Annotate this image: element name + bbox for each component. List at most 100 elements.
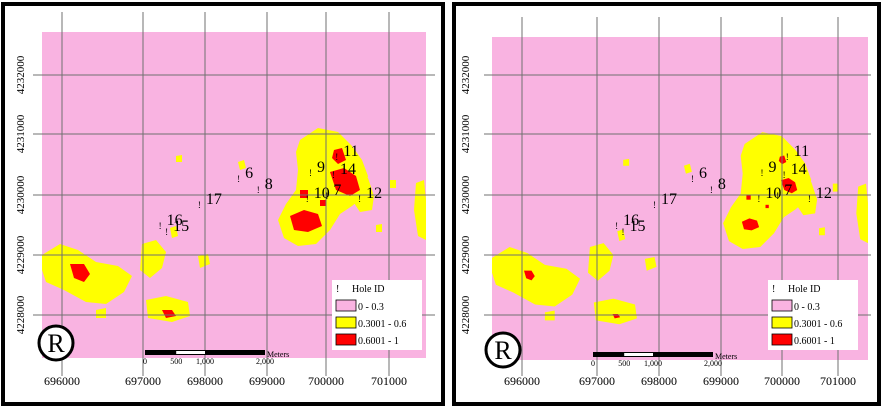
hole-label: 6 <box>699 165 707 182</box>
hole-label: 14 <box>340 161 356 178</box>
registered-symbol <box>484 331 522 369</box>
scale-bar-label: 0 <box>591 359 595 368</box>
hole-marker: ! <box>332 170 335 180</box>
registered-symbol-letter: R <box>47 329 65 358</box>
raster-zone-mid <box>723 132 812 249</box>
hole-label: 11 <box>794 143 809 160</box>
hole-label: 7 <box>333 182 341 199</box>
legend-class-label: 0.3001 - 0.6 <box>358 319 406 330</box>
x-tick-label: 699000 <box>703 374 739 388</box>
y-tick-label: 4230000 <box>460 175 472 214</box>
y-tick-label: 4229000 <box>15 235 27 274</box>
raster-zone-high <box>524 270 535 281</box>
y-tick-label: 4232000 <box>15 55 27 94</box>
hole-label: 14 <box>791 161 807 178</box>
scale-bar-segment <box>624 353 653 356</box>
hole-marker: ! <box>358 194 361 204</box>
raster-zone-high <box>765 204 769 209</box>
x-tick-label: 699000 <box>249 374 285 388</box>
y-tick-label: 4230000 <box>15 175 27 214</box>
hole-label: 7 <box>784 182 792 199</box>
legend-class-label: 0 - 0.3 <box>794 302 820 313</box>
raster-zone-mid <box>390 180 396 188</box>
x-tick-label: 696000 <box>44 374 80 388</box>
raster-zone-high <box>300 190 308 198</box>
hole-label: 15 <box>629 218 645 235</box>
x-tick-label: 698000 <box>641 374 677 388</box>
raster-zone-mid <box>170 226 178 238</box>
hole-label: 16 <box>623 212 639 229</box>
raster-zone-mid <box>593 298 637 325</box>
hole-marker: ! <box>325 191 328 201</box>
raster-zone-mid <box>140 240 166 278</box>
scale-bar-unit: Meters <box>267 350 289 359</box>
x-tick-label: 698000 <box>187 374 223 388</box>
legend-swatch <box>771 299 793 312</box>
legend-class-label: 0.6001 - 1 <box>358 336 399 347</box>
legend-swatch <box>771 316 793 329</box>
y-tick-label: 4229000 <box>460 235 472 274</box>
x-tick-label: 697000 <box>579 374 615 388</box>
hole-marker: ! <box>653 200 656 210</box>
legend-swatch <box>771 333 793 346</box>
hole-marker: ! <box>237 174 240 184</box>
registered-symbol <box>37 324 75 362</box>
legend: ! Hole ID 0 - 0.3 0.3001 - 0.6 0.6001 - 1 <box>332 280 422 350</box>
raster-zone-mid <box>198 254 210 268</box>
x-tick-label: 700000 <box>308 374 344 388</box>
scale-bar-label: 500 <box>170 357 182 366</box>
raster-zone-mid <box>623 158 630 166</box>
raster-zone-high <box>162 310 176 318</box>
raster-zone-high <box>70 264 90 282</box>
raster-zone-mid <box>832 183 839 192</box>
raster-zone-high <box>320 200 326 206</box>
hole-label: 9 <box>768 159 776 176</box>
raster-zone-high <box>741 218 760 231</box>
hole-label: 6 <box>245 165 253 182</box>
hole-marker: ! <box>621 227 624 237</box>
hole-label: 10 <box>314 185 330 202</box>
legend-title: Hole ID <box>788 284 821 295</box>
y-tick-label: 4231000 <box>460 114 472 153</box>
hole-marker: ! <box>165 227 168 237</box>
hole-marker: ! <box>786 152 789 162</box>
legend-title: Hole ID <box>352 284 385 295</box>
scale-bar-label: 1,000 <box>196 357 214 366</box>
scale-bar-label: 0 <box>143 357 147 366</box>
hole-marker: ! <box>335 152 338 162</box>
hole-marker: ! <box>257 185 260 195</box>
hole-marker: ! <box>198 200 201 210</box>
raster-zone-mid <box>683 163 692 174</box>
legend-swatch <box>335 299 357 312</box>
hole-marker: ! <box>306 194 309 204</box>
legend-class-label: 0.6001 - 1 <box>794 336 835 347</box>
legend-marker: ! <box>772 284 775 295</box>
hole-label: 10 <box>765 185 781 202</box>
hole-label: 12 <box>816 185 832 202</box>
hole-label: 17 <box>206 191 222 208</box>
map-panel-right: 696000 697000 698000 699000 700000 701000 4232… <box>452 2 881 406</box>
hole-marker: ! <box>691 174 694 184</box>
hole-label: 15 <box>173 218 189 235</box>
hole-label: 9 <box>317 159 325 176</box>
hole-marker: ! <box>615 221 618 231</box>
legend-swatch <box>335 316 357 329</box>
hole-label: 16 <box>167 212 183 229</box>
hole-marker: ! <box>783 170 786 180</box>
x-tick-label: 696000 <box>504 374 540 388</box>
legend-swatch <box>335 333 357 346</box>
scale-bar-label: 1,000 <box>644 359 662 368</box>
scale-bar-unit: Meters <box>715 352 737 361</box>
hole-marker: ! <box>776 191 779 201</box>
x-tick-label: 701000 <box>820 374 856 388</box>
x-tick-label: 700000 <box>764 374 800 388</box>
hole-marker: ! <box>710 185 713 195</box>
hole-label: 12 <box>366 185 382 202</box>
legend-class-label: 0.3001 - 0.6 <box>794 319 842 330</box>
raster-zone-high <box>778 155 787 165</box>
raster-zone-mid <box>617 229 626 242</box>
y-tick-label: 4231000 <box>15 114 27 153</box>
